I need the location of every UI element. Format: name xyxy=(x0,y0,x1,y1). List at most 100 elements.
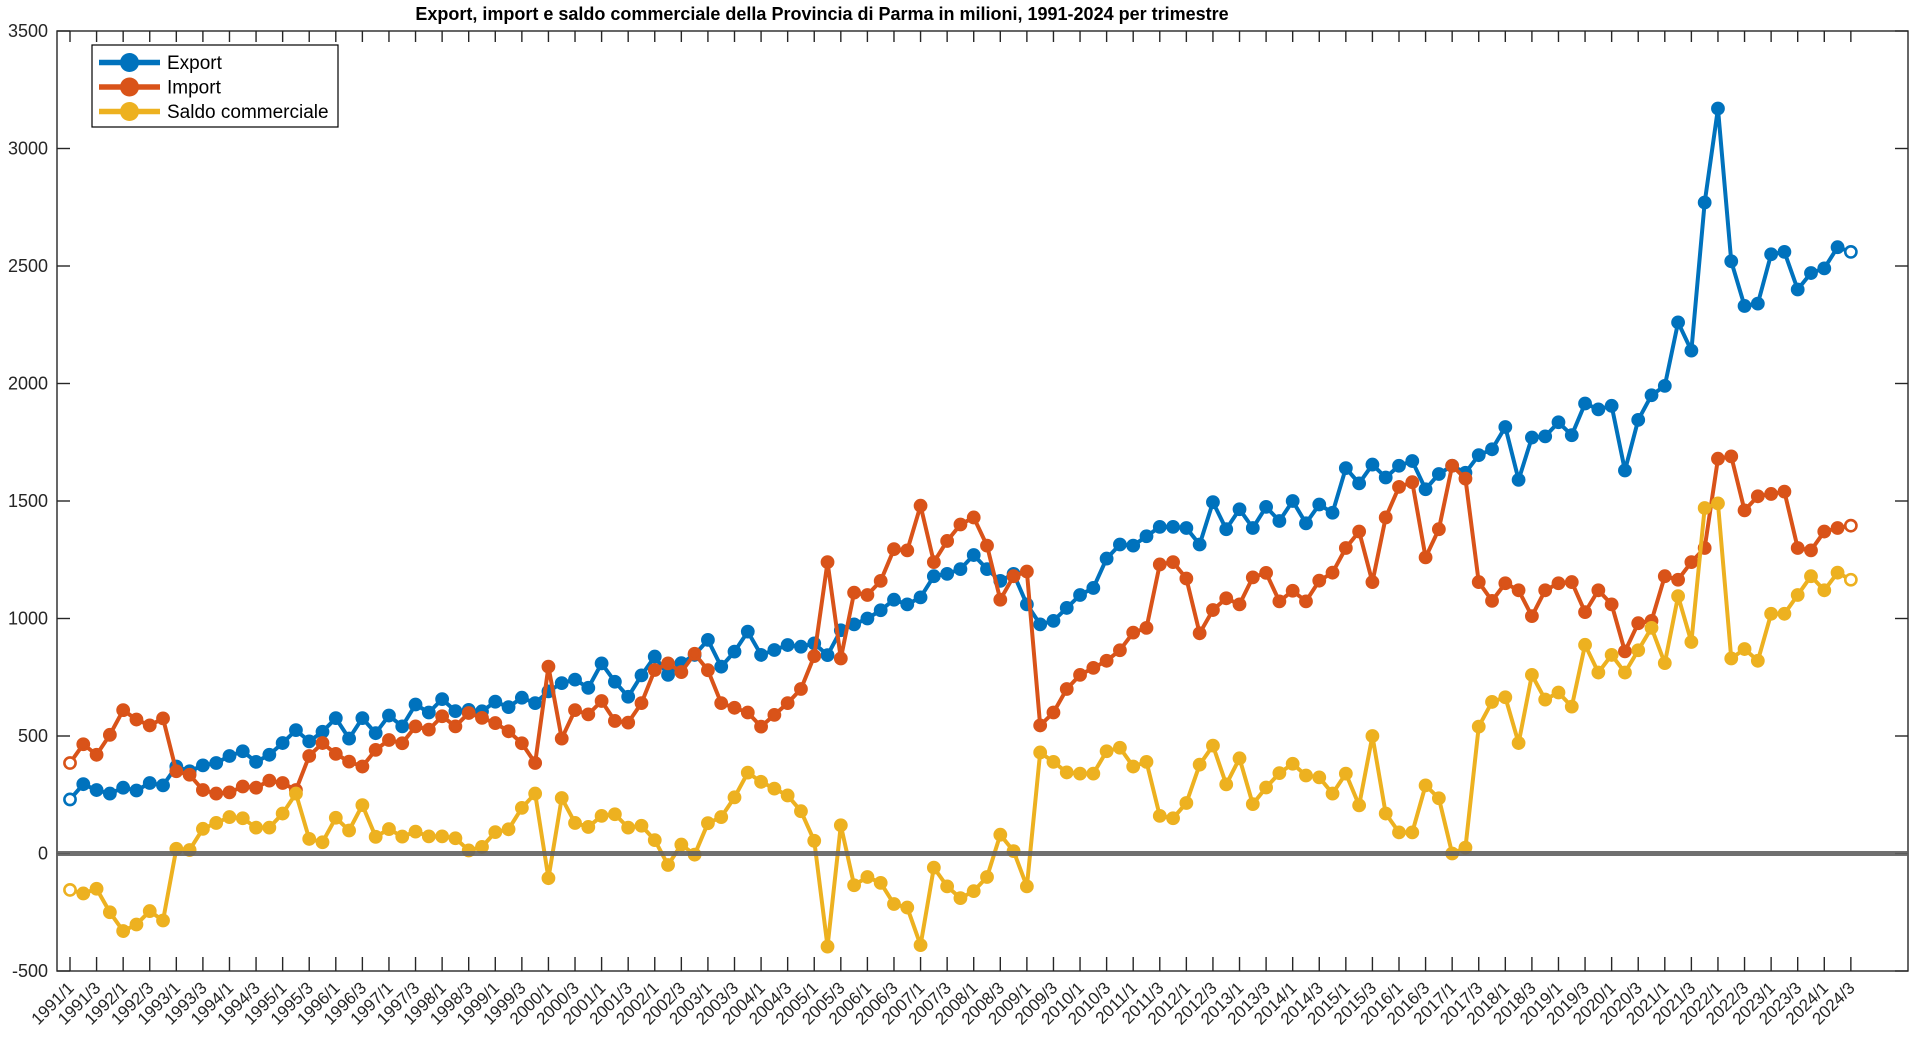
data-point xyxy=(1631,413,1646,427)
data-point xyxy=(1764,247,1779,262)
data-point xyxy=(1086,581,1101,595)
legend-label-export: Export xyxy=(167,53,223,74)
data-point xyxy=(1618,463,1632,478)
data-point xyxy=(182,767,197,782)
data-point xyxy=(289,723,303,738)
data-point xyxy=(1378,806,1393,821)
data-point xyxy=(794,682,808,696)
data-point xyxy=(541,659,556,674)
data-point xyxy=(767,643,782,657)
data-point xyxy=(621,715,636,730)
data-point xyxy=(887,542,901,557)
data-point xyxy=(1259,780,1273,795)
data-point xyxy=(727,700,742,715)
data-point xyxy=(408,697,423,712)
data-point xyxy=(727,790,742,805)
data-point xyxy=(780,696,795,710)
data-point xyxy=(222,785,237,800)
data-point xyxy=(754,648,768,662)
data-point xyxy=(1777,244,1792,259)
data-point xyxy=(1166,811,1180,826)
data-point xyxy=(661,656,675,671)
data-point xyxy=(1245,521,1260,535)
data-point xyxy=(1338,541,1353,555)
data-point xyxy=(421,705,436,720)
data-point xyxy=(1591,402,1606,417)
data-point xyxy=(76,737,91,752)
data-point xyxy=(913,938,928,953)
data-point xyxy=(860,870,875,884)
data-point xyxy=(1657,378,1672,393)
data-point xyxy=(328,711,343,726)
data-point xyxy=(1711,451,1725,466)
data-point xyxy=(794,804,808,819)
data-point xyxy=(1232,502,1247,517)
data-point xyxy=(634,668,649,683)
data-point xyxy=(913,590,928,605)
data-point xyxy=(1431,522,1446,537)
data-point xyxy=(1113,537,1127,552)
data-point xyxy=(754,774,768,789)
data-point xyxy=(1299,768,1313,783)
data-point xyxy=(621,820,636,835)
data-point xyxy=(1152,519,1167,534)
data-point xyxy=(275,736,290,750)
data-point xyxy=(1312,497,1327,512)
data-point xyxy=(1564,575,1579,589)
data-point xyxy=(1604,597,1619,612)
data-point xyxy=(209,816,224,830)
data-point xyxy=(1139,754,1154,769)
data-point xyxy=(873,875,888,890)
data-point xyxy=(1033,617,1048,632)
import-marker-icon xyxy=(120,77,139,97)
data-point xyxy=(1684,635,1699,649)
data-point xyxy=(435,829,450,844)
data-point xyxy=(568,703,582,718)
data-point xyxy=(1737,503,1752,518)
data-point xyxy=(953,517,968,532)
data-point xyxy=(647,663,662,677)
data-point xyxy=(714,659,729,674)
data-point xyxy=(302,734,317,749)
data-point xyxy=(554,791,569,805)
data-point xyxy=(1392,825,1406,840)
data-point xyxy=(900,597,915,612)
data-point xyxy=(860,588,875,602)
data-point xyxy=(1431,467,1446,481)
data-point xyxy=(1684,343,1699,358)
data-point xyxy=(249,754,263,769)
data-point xyxy=(475,840,489,854)
series-import xyxy=(63,449,1858,801)
data-point xyxy=(1139,529,1154,544)
data-point xyxy=(116,780,131,795)
data-point xyxy=(926,860,941,875)
data-point xyxy=(1245,570,1260,585)
data-point xyxy=(1564,699,1579,714)
data-point xyxy=(847,878,862,893)
data-point xyxy=(1086,766,1101,781)
data-point xyxy=(1378,510,1393,525)
data-point xyxy=(1019,564,1034,579)
data-point xyxy=(1684,555,1699,569)
data-point xyxy=(607,807,622,822)
data-point xyxy=(953,891,968,906)
data-point xyxy=(209,786,224,801)
data-point xyxy=(1711,496,1725,511)
data-point xyxy=(1365,575,1380,589)
y-tick-label: 0 xyxy=(38,844,48,864)
data-point xyxy=(63,756,77,770)
data-point xyxy=(1232,597,1247,612)
data-point xyxy=(1697,195,1712,210)
legend-label-import: Import xyxy=(167,78,222,99)
legend-item-export: Export xyxy=(99,53,223,74)
data-point xyxy=(1192,626,1207,641)
data-point xyxy=(807,833,822,848)
data-point xyxy=(249,820,263,835)
data-point xyxy=(1219,522,1234,537)
data-point xyxy=(102,727,117,742)
data-point xyxy=(727,644,742,659)
data-point xyxy=(1166,555,1180,569)
y-tick-label: 2500 xyxy=(8,256,48,276)
